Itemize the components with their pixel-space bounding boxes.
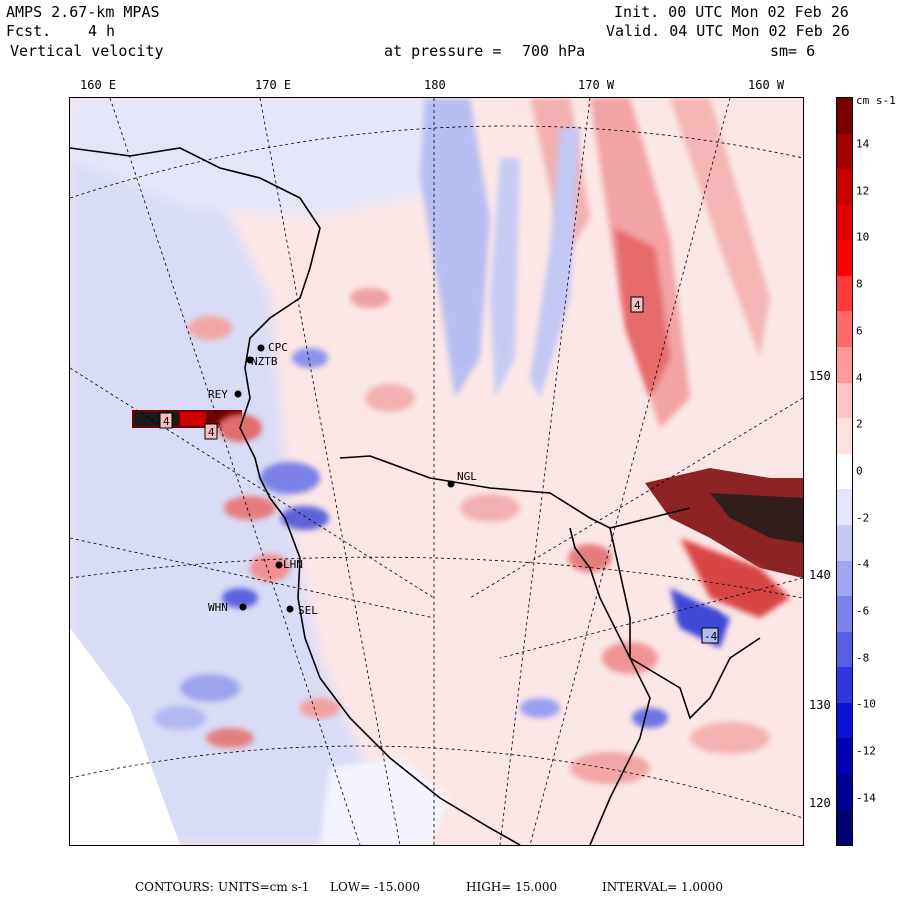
colorbar-swatch <box>837 453 852 490</box>
station-cpc: CPC <box>268 341 288 354</box>
colorbar-tick-label: 10 <box>856 230 870 244</box>
station-lhn: LHN <box>283 558 303 571</box>
box-label-4: -4 <box>704 630 718 643</box>
station-rey: REY <box>208 388 228 401</box>
lon-label-170e: 170 E <box>255 78 292 92</box>
colorbar-tick-label: -4 <box>856 557 870 571</box>
footer-low: LOW= -15.000 <box>330 880 421 894</box>
lon-label-160e: 160 E <box>80 78 117 92</box>
colorbar-tick-label: 2 <box>856 417 863 431</box>
colorbar-swatch <box>837 631 852 668</box>
colorbar-swatch <box>837 667 852 703</box>
station-sel: SEL <box>298 604 318 617</box>
smoothing-value: sm= 6 <box>770 42 816 60</box>
valid-time: Valid. 04 UTC Mon 02 Feb 26 <box>606 22 850 40</box>
box-label-2: 4 <box>163 415 170 428</box>
lon-label-170w: 170 W <box>578 78 615 92</box>
colorbar-tick-label: 12 <box>856 184 870 198</box>
colorbar-swatch <box>837 524 852 561</box>
colorbar-swatch <box>837 489 852 525</box>
coastal-mottle <box>154 288 770 784</box>
negative-region-west <box>70 138 400 845</box>
colorbar-swatch <box>837 169 852 205</box>
model-title: AMPS 2.67-km MPAS <box>6 3 160 21</box>
footer-interval: INTERVAL= 1.0000 <box>602 880 723 894</box>
pressure-label: at pressure = <box>384 42 502 60</box>
station-ngl: NGL <box>457 470 477 483</box>
colorbar-unit: cm s-1 <box>856 94 896 107</box>
colorbar-swatch <box>837 809 852 846</box>
negative-streak-1 <box>530 128 580 398</box>
positive-streak-2 <box>615 228 670 398</box>
colorbar-swatch <box>837 418 852 454</box>
field-name: Vertical velocity <box>10 42 164 60</box>
colorbar-swatch <box>837 240 852 276</box>
box-label-3: 4 <box>208 426 215 439</box>
near-zero-patch <box>70 628 180 845</box>
lon-label-180: 180 <box>424 78 446 92</box>
forecast-hour: 4 h <box>88 22 116 40</box>
box-label-1: 4 <box>634 299 641 312</box>
contour-box-labels: 4 4 4 -4 <box>159 296 719 644</box>
colorbar-swatch <box>837 773 852 810</box>
colorbar-tick-label: -8 <box>856 651 870 665</box>
negative-region-north <box>70 98 450 218</box>
colorbar-tick-label: 4 <box>856 371 863 384</box>
colorbar-swatch <box>837 204 852 241</box>
footer-contours: CONTOURS: <box>135 880 214 894</box>
colorbar-tick-label: -10 <box>856 697 876 711</box>
colorbar-tick-label: -2 <box>856 511 870 525</box>
graticule <box>70 98 803 845</box>
forecast-label: Fcst. <box>6 22 52 40</box>
station-nztb: NZTB <box>251 355 278 368</box>
colorbar-swatch <box>837 382 852 419</box>
map-canvas: 4 4 4 -4 <box>70 98 803 845</box>
lon-label-160w: 160 W <box>748 78 785 92</box>
colorbar-tick-label: -14 <box>856 791 876 805</box>
colorbar-swatch <box>837 133 852 170</box>
colorbar-tick-label: 6 <box>856 324 863 338</box>
positive-streak-3 <box>670 98 770 358</box>
colorbar-swatch <box>837 738 852 774</box>
pressure-value: 700 hPa <box>522 42 586 60</box>
init-time: Init. 00 UTC Mon 02 Feb 26 <box>614 3 849 21</box>
footer-high: HIGH= 15.000 <box>466 880 558 894</box>
vertical-velocity-map: 4 4 4 -4 CPC NZTB REY NGL LHN WHN SEL <box>69 97 804 846</box>
colorbar-tick-label: -12 <box>856 744 876 758</box>
coastline <box>70 147 761 845</box>
strong-gradient-region-east <box>645 468 803 578</box>
colorbar-swatch <box>837 596 852 632</box>
colorbar-tick-label: -6 <box>856 604 870 618</box>
colorbar-swatch <box>837 311 852 348</box>
colorbar-tick-label: 0 <box>856 464 863 478</box>
colorbar-swatch <box>837 702 852 739</box>
colorbar-tick-label: 14 <box>856 137 870 151</box>
colorbar-swatch <box>837 98 852 134</box>
colorbar-tick-label: 8 <box>856 277 863 291</box>
colorbar-swatch <box>837 560 852 597</box>
negative-band-180 <box>420 98 490 398</box>
colorbar-swatch <box>837 275 852 312</box>
colorbar <box>836 97 853 846</box>
footer-units: UNITS=cm s-1 <box>218 880 310 894</box>
station-dots <box>234 344 455 613</box>
station-whn: WHN <box>208 601 228 614</box>
negative-streak-2 <box>490 158 520 398</box>
colorbar-swatch <box>837 347 852 383</box>
